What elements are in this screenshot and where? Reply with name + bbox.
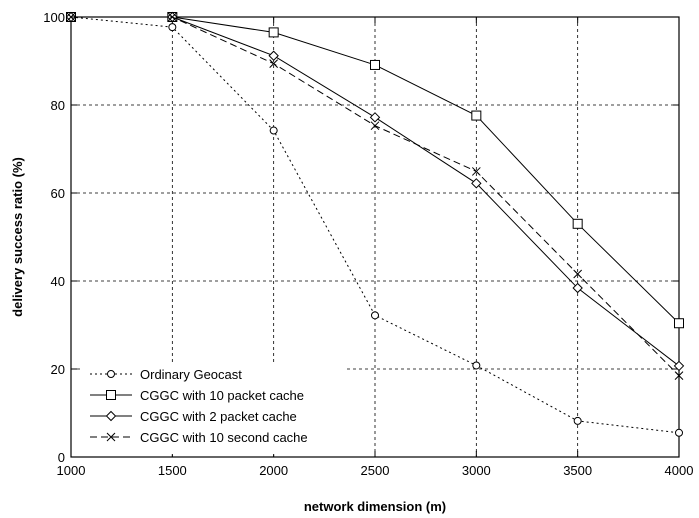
legend-label: CGGC with 10 second cache [140,430,308,445]
data-point-circle [107,370,115,378]
data-point-diamond [268,50,279,61]
y-tick-label: 60 [51,186,65,201]
legend-label: CGGC with 10 packet cache [140,388,304,403]
data-point-circle [573,416,582,425]
series-line [71,16,680,376]
data-point-diamond [471,178,482,189]
x-tick-label: 2500 [361,463,390,478]
data-point-x [370,121,380,131]
y-tick-label: 0 [58,450,65,465]
data-point-square [471,110,482,121]
data-point-x [573,269,583,279]
data-point-circle [371,311,379,320]
x-tick-label: 3500 [563,463,592,478]
y-axis-title: delivery success ratio (%) [10,157,25,317]
data-point-circle [675,428,683,437]
legend-label: Ordinary Geocast [140,367,242,382]
data-point-square [370,59,380,70]
data-point-x [106,432,116,442]
y-tick-label: 100 [43,10,65,25]
data-point-square [674,318,684,329]
axis-ticks: 1000 1500 2000 2500 3000 3500 4000 0 20 40 60 80 100 [43,10,693,478]
series-group [65,11,685,437]
y-tick-label: 20 [51,362,65,377]
data-point-x [269,59,279,68]
data-point-diamond [673,360,685,372]
x-tick-label: 4000 [665,463,694,478]
data-point-square [106,390,116,400]
series-4 [66,12,684,380]
data-point-x [167,12,177,22]
data-point-diamond [105,410,117,422]
legend-label: CGGC with 2 packet cache [140,409,297,424]
data-point-circle [472,361,481,370]
legend-item: CGGC with 2 packet cache [90,409,297,424]
data-point-circle [269,126,278,135]
x-axis-title: network dimension (m) [304,499,446,514]
data-point-x [674,371,684,380]
legend-item: CGGC with 10 packet cache [90,388,304,403]
data-point-diamond [369,112,381,123]
data-point-square [572,218,583,229]
data-point-x [66,12,76,22]
data-point-x [471,167,481,176]
y-tick-label: 40 [51,274,65,289]
legend-background [82,362,344,454]
x-tick-label: 2000 [259,463,288,478]
legend: Ordinary Geocast CGGC with 10 packet cach… [82,362,344,454]
x-tick-label: 1000 [57,463,86,478]
legend-item: Ordinary Geocast [90,367,242,382]
data-point-square [268,27,279,38]
series-1 [67,13,683,437]
data-point-diamond [572,282,583,294]
x-tick-label: 1500 [158,463,187,478]
x-tick-label: 3000 [462,463,491,478]
data-point-circle [168,23,177,32]
y-tick-label: 80 [51,98,65,113]
legend-item: CGGC with 10 second cache [90,430,308,445]
